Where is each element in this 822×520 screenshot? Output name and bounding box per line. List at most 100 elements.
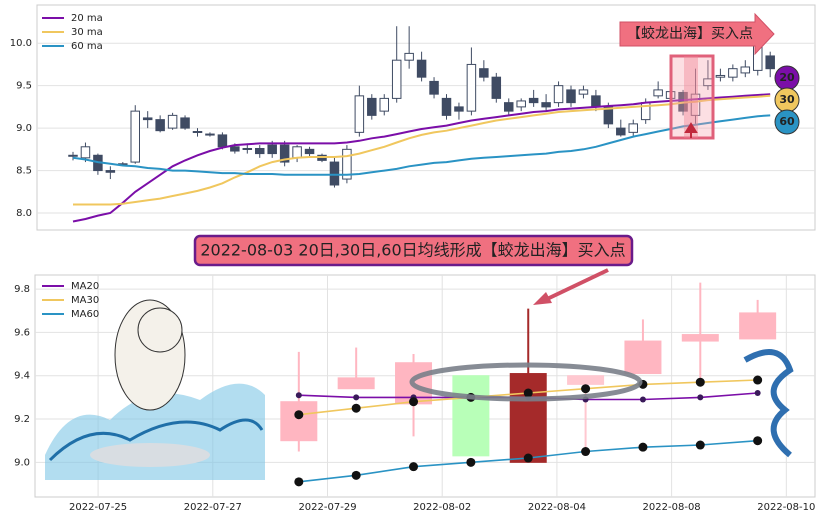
annotation: 【蛟龙出海】买入点 — [627, 26, 753, 42]
ma-line — [72, 93, 771, 223]
candle-body — [541, 102, 551, 108]
candle-body — [516, 100, 526, 108]
arrow-annotation: 【蛟龙出海】买入点 — [619, 12, 775, 56]
candle-body — [404, 52, 414, 61]
candle-body — [342, 148, 352, 180]
candle-body — [466, 63, 477, 112]
candle-body — [739, 312, 777, 340]
ma-dot — [695, 377, 705, 387]
legend-label: MA20 — [71, 281, 99, 292]
y-tick-label: 9.6 — [14, 327, 30, 338]
ma-dot — [351, 403, 361, 413]
y-tick-label: 9.5 — [16, 81, 32, 92]
candle-body — [765, 55, 775, 70]
ma-dot — [294, 477, 304, 487]
badge-label: 60 — [779, 115, 795, 128]
ma-dot — [581, 447, 591, 457]
candle-body — [690, 93, 701, 116]
candle-body — [267, 144, 277, 155]
candle-body — [740, 66, 751, 74]
legend-label: MA60 — [71, 309, 99, 320]
candle-body — [279, 144, 290, 163]
ellipse-annotation — [409, 268, 643, 402]
ma-dot — [753, 436, 763, 446]
y-tick-label: 9.0 — [14, 457, 30, 468]
badge — [774, 109, 800, 135]
ma-dot — [523, 453, 533, 463]
candle-body — [479, 68, 489, 78]
x-tick-label: 2022-08-04 — [528, 502, 586, 513]
candle-body — [454, 106, 464, 112]
candle-body — [528, 97, 539, 104]
candle-body — [452, 375, 490, 457]
candle-body — [624, 340, 662, 375]
ma-dot — [409, 397, 419, 407]
candle-body — [292, 146, 302, 159]
candle-body — [653, 89, 663, 97]
candle-body — [379, 97, 389, 112]
candle-body — [142, 117, 153, 121]
candle-body — [337, 377, 375, 390]
ma-dot — [754, 390, 761, 397]
candle-body — [180, 117, 190, 129]
candle-body — [167, 114, 178, 129]
candle-body — [616, 127, 626, 136]
legend-label: 60 ma — [71, 41, 103, 52]
legend-label: 20 ma — [71, 13, 103, 24]
ma-dot — [351, 470, 361, 480]
candle-body — [105, 170, 116, 173]
ma-dot — [753, 375, 763, 385]
y-tick-label: 8.0 — [16, 208, 32, 219]
y-tick-label: 9.0 — [16, 123, 32, 134]
candle-body — [504, 102, 514, 112]
candle-body — [329, 161, 340, 186]
candle-body — [155, 119, 165, 132]
ma-dot — [523, 388, 533, 398]
x-tick-label: 2022-08-02 — [413, 502, 471, 513]
candle-body — [591, 95, 601, 108]
chart-title: 2022-08-03 20日,30日,60日均线形成【蛟龙出海】买入点 — [200, 241, 625, 260]
y-tick-label: 9.2 — [14, 414, 30, 425]
candle-body — [728, 68, 738, 78]
candle-body — [509, 373, 547, 463]
ma-dot — [638, 442, 648, 452]
candle-body — [681, 334, 719, 342]
candle-body — [192, 131, 203, 134]
ma-dot — [581, 384, 591, 394]
ma-line — [73, 94, 771, 206]
ma-dot — [353, 394, 360, 401]
x-tick-label: 2022-08-08 — [643, 502, 701, 513]
candle-body — [367, 97, 377, 116]
candle-body — [205, 133, 215, 136]
y-tick-label: 8.5 — [16, 166, 32, 177]
candle-body — [416, 59, 427, 78]
badge-label: 20 — [779, 71, 795, 84]
y-tick-label: 9.4 — [14, 371, 30, 382]
candle-body — [130, 110, 140, 163]
candle-body — [628, 123, 638, 133]
candle-body — [429, 80, 439, 95]
x-tick-label: 2022-07-25 — [69, 502, 127, 513]
candle-body — [255, 147, 265, 155]
candle-body — [354, 95, 365, 133]
candle-body — [491, 76, 502, 99]
candle-body — [68, 154, 78, 157]
candle-body — [566, 89, 576, 104]
ma-dot — [639, 396, 646, 403]
x-tick-label: 2022-07-29 — [298, 502, 356, 513]
ma-dot — [294, 410, 304, 420]
x-tick-label: 2022-08-10 — [757, 502, 815, 513]
wave-decoration — [45, 299, 794, 480]
ma-dot — [295, 392, 302, 399]
ma-dot — [695, 440, 705, 450]
ma-dot — [697, 394, 704, 401]
candle-body — [242, 147, 253, 150]
legend-label: 30 ma — [71, 27, 103, 38]
candle-body — [441, 97, 452, 116]
y-tick-label: 10.0 — [10, 38, 32, 49]
candle-body — [304, 148, 315, 155]
title-box: 2022-08-03 20日,30日,60日均线形成【蛟龙出海】买入点 — [193, 234, 634, 267]
candle-body — [217, 134, 228, 148]
ma-line — [72, 114, 771, 176]
